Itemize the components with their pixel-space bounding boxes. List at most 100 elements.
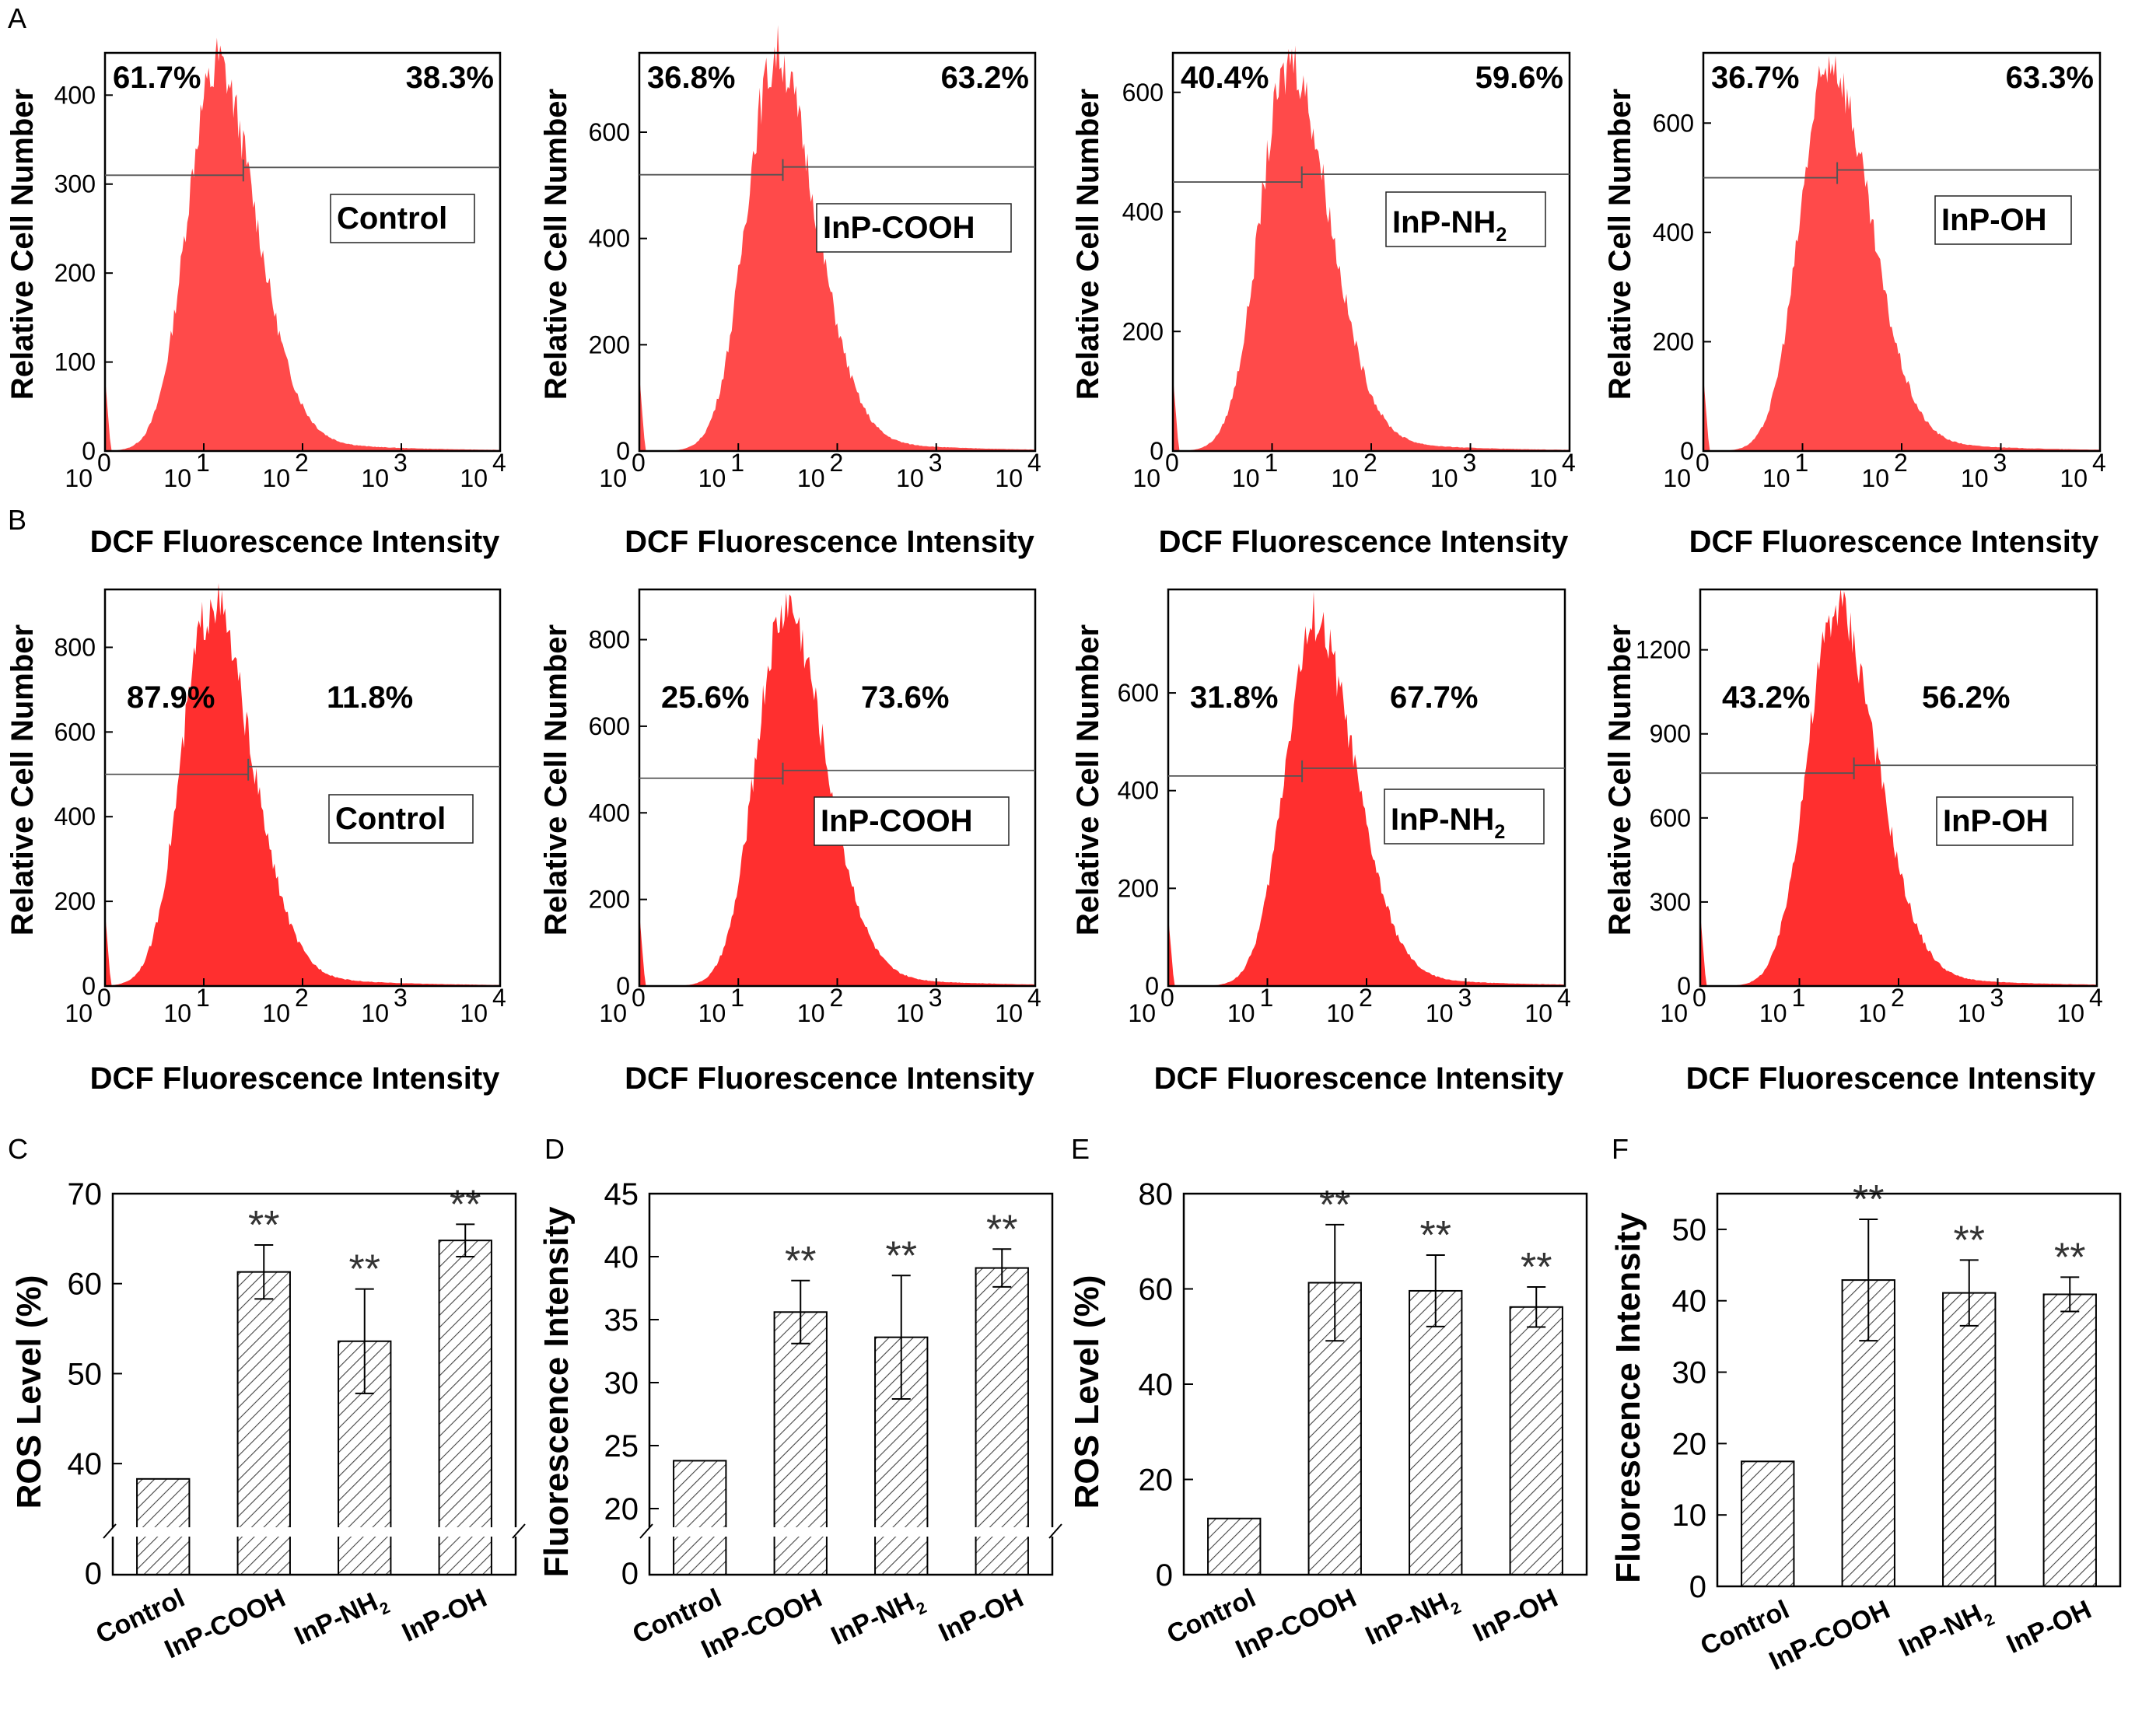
y-tick-label-60: 60 [68,1268,103,1302]
bar-3 [438,1240,492,1575]
x-tick-base-4: 10 [995,999,1023,1027]
x-tick-exponent-2: 2 [830,449,844,477]
y-tick-label-zero: 0 [85,1557,102,1591]
y-tick-label-400: 400 [1653,219,1694,247]
y-tick-label-100: 100 [54,348,96,376]
x-tick-base-1: 10 [163,464,191,492]
legend-label-main: InP-NH [1391,803,1494,837]
y-tick-label-900: 900 [1650,720,1691,748]
break-mark-right [512,1523,526,1539]
histogram-area [639,25,1035,452]
x-tick-base-2: 10 [1858,999,1886,1027]
legend-label: InP-NH2 [1391,803,1505,843]
y-tick-label-25: 25 [604,1429,639,1463]
bar-3 [1509,1306,1563,1576]
percent-left: 87.9% [127,680,215,715]
y-tick-label-0: 0 [1689,1570,1706,1604]
y-tick-label-600: 600 [54,718,96,746]
significance-2: ** [1420,1213,1451,1258]
x-tick-base-2: 10 [262,464,290,492]
x-tick-base-1: 10 [1762,464,1790,492]
y-tick-label-400: 400 [1122,198,1164,226]
axis-break-gap [110,1527,519,1537]
legend-label: InP-OH [1943,804,2049,838]
x-tick-exponent-0: 0 [1160,984,1174,1012]
x-tick-base-1: 10 [1759,999,1787,1027]
category-label-3: InP-OH [934,1583,1027,1648]
category-label-3-main: InP-OH [2002,1595,2095,1659]
plot-frame [648,1192,1054,1576]
legend-label: Control [337,201,447,236]
x-tick-base-0: 10 [1132,464,1160,492]
legend-label: InP-OH [1941,203,2047,237]
x-tick-base-3: 10 [361,464,389,492]
plot-frame [111,1192,517,1576]
break-mark-left [639,1523,653,1539]
legend-box [816,203,1012,253]
y-tick-label-600: 600 [1650,804,1691,832]
x-tick-base-4: 10 [995,464,1023,492]
legend-label-sub: 2 [1496,224,1507,246]
y-axis-label: Relative Cell Number [539,89,573,400]
legend-label-main: InP-OH [1941,203,2047,237]
category-label-3-main: InP-OH [1468,1583,1562,1648]
significance-2: ** [1954,1218,1985,1263]
x-tick-exponent-1: 1 [1265,449,1279,477]
x-tick-base-1: 10 [698,464,726,492]
bar-0 [1207,1517,1262,1575]
bar-3 [2042,1293,2097,1587]
x-tick-base-1: 10 [698,999,726,1027]
x-tick-exponent-0: 0 [1696,449,1710,477]
x-tick-exponent-2: 2 [1891,984,1905,1012]
bar-2 [1409,1289,1463,1575]
y-tick-label-50: 50 [68,1357,103,1391]
y-axis-label: ROS Level (%) [1068,1275,1106,1509]
y-tick-label-45: 45 [604,1177,639,1212]
y-tick-label-0: 0 [1680,437,1694,465]
y-tick-label-400: 400 [54,81,96,109]
y-tick-label-50: 50 [1672,1213,1707,1247]
x-axis-label: DCF Fluorescence Intensity [625,1061,1035,1096]
x-tick-exponent-1: 1 [196,449,210,477]
x-tick-exponent-1: 1 [730,984,744,1012]
x-tick-base-4: 10 [1524,999,1552,1027]
category-label-2-sub: 2 [914,1599,929,1619]
category-label-3-main: InP-OH [934,1583,1027,1648]
x-tick-base-0: 10 [1128,999,1156,1027]
y-tick-label-0: 0 [1156,1558,1173,1593]
bar-panel-E: Control**InP-COOH**InP-NH2**InP-OH020406… [1068,1133,1588,1664]
panel-label-A: A [8,2,26,34]
y-axis-label: Relative Cell Number [5,89,40,400]
y-tick-label-0: 0 [616,972,630,1000]
category-label-2-sub: 2 [1982,1610,1997,1631]
plot-frame [1716,1192,2122,1588]
y-tick-label-80: 80 [1139,1177,1174,1212]
y-tick-label-200: 200 [589,886,630,914]
y-axis-label: Relative Cell Number [1071,624,1105,935]
percent-right: 73.6% [861,680,949,715]
x-tick-base-2: 10 [1326,999,1354,1027]
percent-left: 36.7% [1711,61,1799,95]
category-label-2-main: InP-NH [1895,1599,1987,1663]
x-tick-exponent-1: 1 [1260,984,1274,1012]
percent-right: 67.7% [1390,680,1478,715]
y-tick-label-20: 20 [604,1492,639,1526]
y-tick-label-40: 40 [68,1447,103,1481]
legend-label: InP-COOH [823,211,975,245]
y-axis-label: Relative Cell Number [1071,89,1105,400]
y-tick-label-600: 600 [1653,109,1694,137]
x-tick-exponent-3: 3 [1990,984,2004,1012]
legend-label: Control [335,802,446,836]
x-tick-base-2: 10 [262,999,290,1027]
category-label-3: InP-OH [2002,1595,2095,1659]
y-axis-label: Relative Cell Number [5,624,40,935]
legend-label-sub: 2 [1494,821,1505,843]
significance-3: ** [2054,1235,2085,1280]
x-axis-label: DCF Fluorescence Intensity [1689,525,2100,559]
x-tick-exponent-0: 0 [632,984,646,1012]
y-tick-label-600: 600 [1118,679,1159,707]
legend-label-main: InP-NH [1392,205,1496,240]
